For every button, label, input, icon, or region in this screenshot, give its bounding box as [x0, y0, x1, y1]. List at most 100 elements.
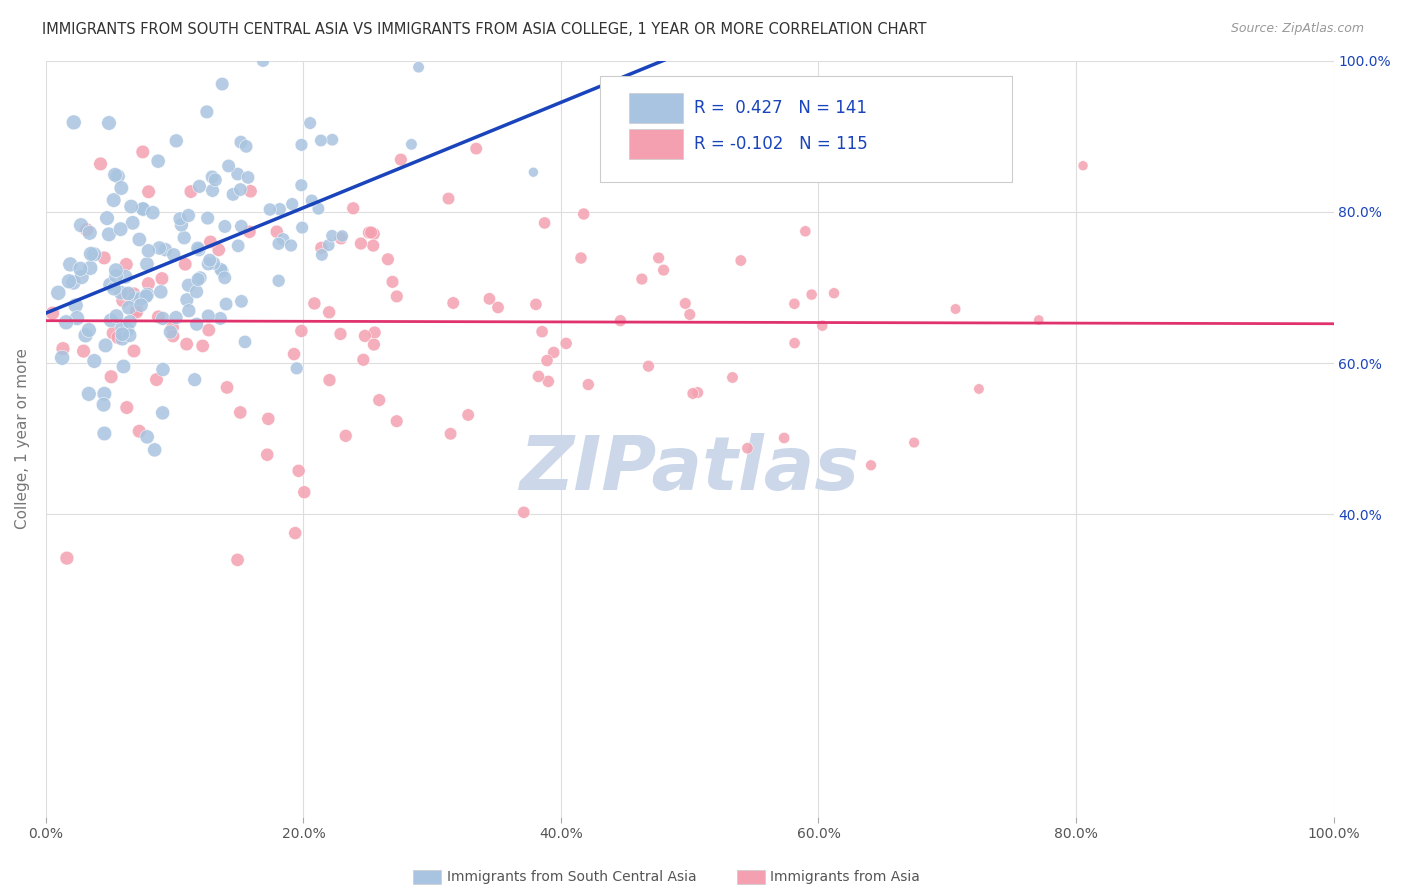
- Point: [408, 60, 430, 74]
- Point: [441, 296, 464, 310]
- Point: [122, 286, 145, 301]
- Point: [80, 247, 103, 261]
- Point: [110, 181, 132, 195]
- Point: [117, 286, 139, 301]
- Point: [118, 328, 141, 343]
- Point: [231, 294, 253, 309]
- Point: [368, 393, 391, 408]
- Point: [335, 429, 357, 443]
- Point: [187, 272, 209, 286]
- Point: [152, 362, 174, 376]
- Point: [860, 143, 883, 157]
- Point: [238, 225, 260, 239]
- Point: [195, 104, 218, 119]
- Point: [290, 178, 312, 193]
- Point: [209, 311, 232, 326]
- Point: [83, 247, 105, 261]
- Point: [111, 332, 134, 346]
- Point: [318, 238, 340, 252]
- Point: [197, 211, 219, 225]
- Point: [267, 274, 290, 288]
- Point: [1028, 313, 1050, 327]
- Point: [389, 153, 412, 167]
- Point: [76, 222, 98, 236]
- Point: [77, 323, 100, 337]
- Point: [101, 326, 124, 340]
- Point: [233, 334, 256, 349]
- Point: [465, 142, 488, 156]
- Point: [229, 182, 252, 196]
- Point: [114, 269, 136, 284]
- Point: [208, 243, 231, 257]
- Point: [291, 220, 314, 235]
- Point: [132, 202, 155, 216]
- Point: [115, 401, 138, 415]
- Point: [256, 448, 278, 462]
- Point: [93, 426, 115, 441]
- Point: [321, 228, 343, 243]
- Point: [176, 337, 198, 351]
- Point: [129, 298, 152, 312]
- Point: [72, 344, 94, 359]
- Point: [118, 315, 141, 329]
- Point: [236, 170, 259, 185]
- Point: [79, 260, 101, 275]
- Point: [229, 135, 252, 149]
- Point: [198, 253, 221, 268]
- Point: [257, 412, 280, 426]
- FancyBboxPatch shape: [599, 76, 1012, 182]
- Point: [531, 325, 554, 339]
- Point: [377, 252, 399, 267]
- Point: [686, 385, 709, 400]
- Point: [214, 270, 236, 285]
- Point: [682, 386, 704, 401]
- Point: [107, 330, 129, 344]
- Point: [103, 282, 125, 296]
- Text: Source: ZipAtlas.com: Source: ZipAtlas.com: [1230, 22, 1364, 36]
- Point: [330, 231, 353, 245]
- Text: ZIPatlas: ZIPatlas: [520, 433, 859, 506]
- Point: [783, 297, 806, 311]
- Point: [132, 145, 155, 159]
- Point: [478, 292, 501, 306]
- Point: [135, 289, 157, 303]
- Point: [267, 236, 290, 251]
- Point: [967, 382, 990, 396]
- Point: [138, 277, 160, 291]
- Point: [138, 244, 160, 258]
- Point: [284, 526, 307, 541]
- Point: [75, 328, 97, 343]
- Point: [128, 424, 150, 438]
- Point: [187, 241, 209, 255]
- Point: [572, 207, 595, 221]
- Point: [180, 185, 202, 199]
- Point: [93, 398, 115, 412]
- Point: [361, 238, 384, 252]
- Point: [290, 137, 312, 152]
- Point: [89, 157, 111, 171]
- Point: [218, 159, 240, 173]
- Point: [354, 329, 377, 343]
- Point: [730, 253, 752, 268]
- Point: [96, 211, 118, 226]
- Point: [56, 551, 79, 566]
- Point: [132, 202, 155, 217]
- Point: [342, 202, 364, 216]
- Point: [69, 261, 91, 276]
- Point: [285, 361, 308, 376]
- Point: [536, 353, 558, 368]
- Point: [385, 289, 408, 303]
- Point: [197, 309, 219, 323]
- Point: [352, 352, 374, 367]
- Point: [555, 336, 578, 351]
- Point: [143, 442, 166, 457]
- Point: [437, 192, 460, 206]
- Point: [62, 115, 84, 129]
- Point: [859, 458, 882, 473]
- Point: [152, 406, 174, 420]
- Point: [93, 251, 115, 265]
- Point: [201, 184, 224, 198]
- Point: [128, 232, 150, 246]
- Point: [631, 272, 654, 286]
- Point: [62, 276, 84, 290]
